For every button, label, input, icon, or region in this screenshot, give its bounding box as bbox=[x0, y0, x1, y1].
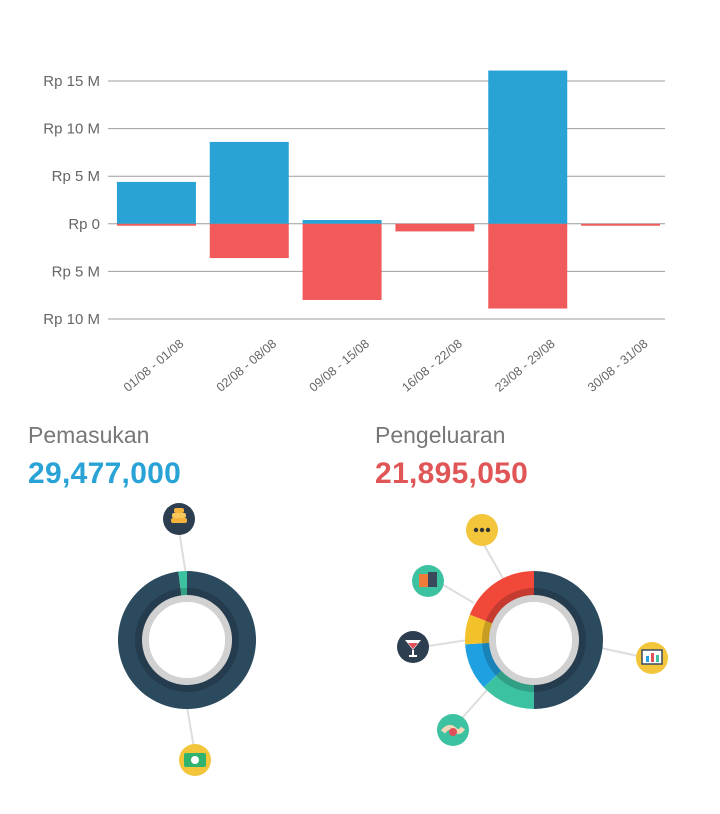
expense-label: Pengeluaran bbox=[375, 422, 506, 448]
bar-pemasukan[interactable] bbox=[488, 70, 568, 224]
bar-pengeluaran[interactable] bbox=[209, 223, 289, 259]
expense-donut bbox=[465, 571, 603, 709]
donut-inner-ring bbox=[482, 588, 586, 692]
x-tick-label: 02/08 - 08/08 bbox=[214, 337, 279, 395]
donut-slice-main[interactable] bbox=[118, 571, 257, 709]
bar-pengeluaran[interactable] bbox=[395, 223, 475, 232]
bar-pengeluaran[interactable] bbox=[488, 223, 568, 309]
income-amount: 29,477,000 bbox=[28, 457, 182, 490]
donut-hole bbox=[496, 602, 572, 678]
handshake-icon[interactable] bbox=[437, 714, 469, 746]
y-tick-label: Rp 5 M bbox=[52, 263, 100, 280]
donut-slice-shopping[interactable] bbox=[465, 614, 493, 645]
expense-summary: Pengeluaran 21,895,050 bbox=[375, 422, 528, 491]
leader-line bbox=[600, 647, 639, 657]
leader-line bbox=[427, 639, 469, 647]
donut-inner-ring bbox=[135, 588, 239, 692]
bar-pemasukan[interactable] bbox=[302, 219, 382, 224]
more-icon[interactable] bbox=[466, 514, 498, 546]
y-tick-label: Rp 10 M bbox=[43, 311, 100, 328]
donut-slice-other[interactable] bbox=[178, 571, 187, 596]
x-tick-label: 01/08 - 01/08 bbox=[121, 337, 186, 395]
donut-slice-other[interactable] bbox=[469, 571, 534, 624]
donut-hole bbox=[149, 602, 225, 678]
donut-slice-drinks[interactable] bbox=[465, 642, 502, 688]
income-donut bbox=[118, 571, 257, 709]
leader-line bbox=[178, 529, 187, 576]
y-tick-label: Rp 0 bbox=[68, 216, 100, 233]
bar-pengeluaran[interactable] bbox=[116, 223, 196, 226]
donut-slice-presentation[interactable] bbox=[534, 571, 603, 709]
expense-amount: 21,895,050 bbox=[375, 457, 529, 490]
leader-line bbox=[482, 542, 506, 583]
leader-line bbox=[439, 582, 475, 604]
bar-chart: Rp 15 M Rp 10 M Rp 5 M Rp 0 Rp 5 M Rp 10 M 01/… bbox=[43, 70, 665, 395]
x-tick-label: 23/08 - 29/08 bbox=[492, 337, 557, 395]
income-summary: Pemasukan 29,477,000 bbox=[28, 422, 181, 491]
coins-icon[interactable] bbox=[163, 503, 195, 535]
banknote-icon[interactable] bbox=[179, 744, 211, 776]
bar-pemasukan[interactable] bbox=[116, 181, 196, 224]
presentation-icon[interactable] bbox=[636, 642, 668, 674]
x-tick-label: 09/08 - 15/08 bbox=[307, 337, 372, 395]
x-tick-label: 16/08 - 22/08 bbox=[399, 337, 464, 395]
donut-slice-handshake[interactable] bbox=[483, 670, 534, 709]
bar-pengeluaran[interactable] bbox=[302, 223, 382, 300]
x-tick-label: 30/08 - 31/08 bbox=[585, 337, 650, 395]
cocktail-icon[interactable] bbox=[397, 631, 429, 663]
y-tick-label: Rp 15 M bbox=[43, 73, 100, 90]
bar-pemasukan[interactable] bbox=[209, 141, 289, 224]
income-label: Pemasukan bbox=[28, 422, 150, 448]
leader-line bbox=[186, 706, 195, 749]
shopping-icon[interactable] bbox=[412, 565, 444, 597]
leader-line bbox=[454, 689, 488, 727]
y-tick-label: Rp 10 M bbox=[43, 121, 100, 138]
y-tick-label: Rp 5 M bbox=[52, 168, 100, 185]
bar-pengeluaran[interactable] bbox=[581, 223, 661, 226]
